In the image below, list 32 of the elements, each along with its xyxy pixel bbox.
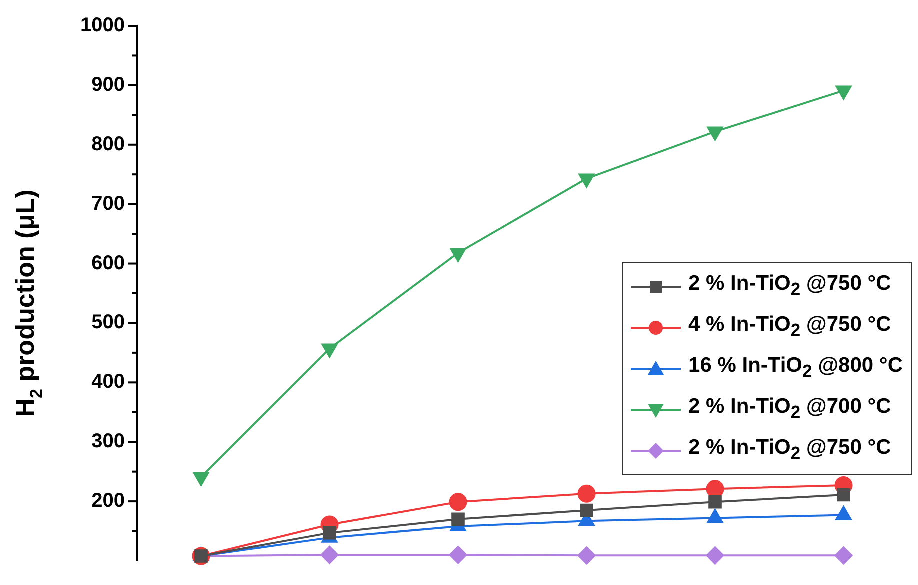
legend-label: 2 % In-TiO$_{2}$ @750 °C [688,436,892,465]
point [449,493,468,512]
point [322,344,338,358]
y-tick-label: 900 [92,74,125,96]
y-tick-label: 200 [92,490,125,512]
point [708,495,722,509]
y-tick-label: 700 [92,192,125,215]
point [578,484,596,503]
point [836,86,852,100]
y-tick-label: 300 [92,430,125,453]
point [706,546,724,565]
point [449,546,468,564]
y-tick-label: 1000 [80,14,125,37]
point [578,546,596,565]
point [580,504,594,518]
point [323,526,336,540]
point [578,174,595,188]
y-tick-label: 400 [92,371,125,394]
legend-label: 16 % In-TiO$_{2}$ @800 °C [688,354,903,383]
point [320,546,339,564]
legend-label: 2 % In-TiO$_{2}$ @700 °C [688,395,892,424]
legend-label: 4 % In-TiO$_{2}$ @750 °C [688,313,892,342]
y-tick-label: 800 [92,133,125,156]
point [837,488,850,502]
y-tick-label: 600 [92,252,125,274]
legend-label: 2 % In-TiO$_{2}$ @750 °C [688,272,892,301]
point [707,126,724,141]
y-tick-label: 500 [92,312,125,334]
point [450,248,466,262]
point [452,512,465,526]
point [834,546,853,565]
y-axis-title: H2 production (μL) [10,190,46,418]
